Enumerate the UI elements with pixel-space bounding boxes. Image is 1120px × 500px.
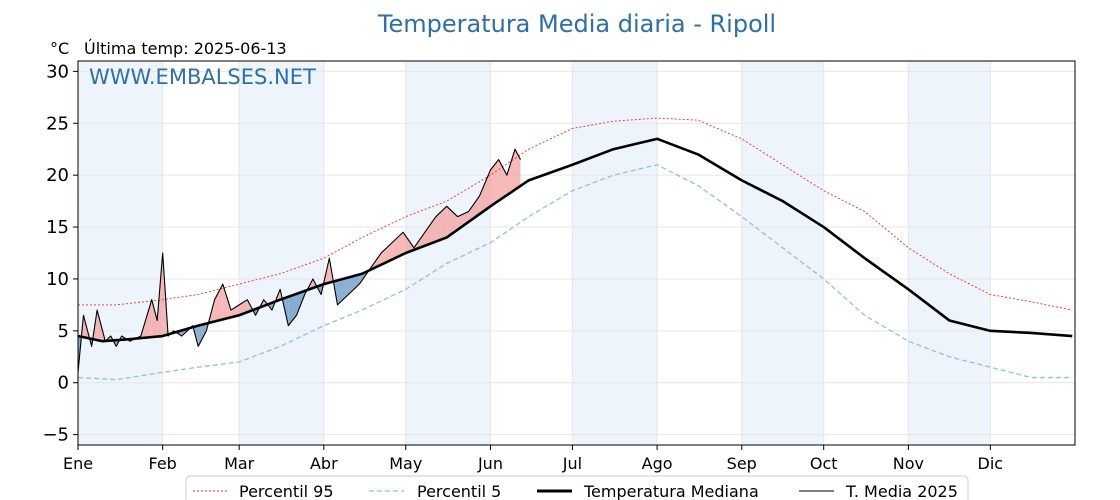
warm-anomaly-fill [435, 206, 447, 242]
unit-label: °C [50, 39, 69, 58]
x-tick-label: Sep [727, 454, 757, 473]
x-tick-label: Nov [893, 454, 924, 473]
cold-anomaly-fill [348, 274, 360, 295]
x-axis: Ene Feb Mar Abr May Jun Jul Ago Sep Oct Nov Dic [63, 445, 1003, 473]
x-tick-label: Feb [149, 454, 177, 473]
cold-anomaly-fill [337, 277, 349, 305]
median-line [77, 137, 1073, 343]
legend: Percentil 95 Percentil 5 Temperatura Med… [185, 475, 969, 500]
percentil-5-line [77, 164, 1073, 381]
warm-anomaly-fill [381, 242, 393, 265]
legend-box [185, 475, 969, 500]
y-tick-label: 15 [46, 217, 69, 238]
x-tick-label: Mar [224, 454, 255, 473]
legend-label-p5: Percentil 5 [417, 482, 501, 500]
month-band [572, 61, 658, 445]
month-bands [78, 61, 991, 445]
x-tick-label: Dic [978, 454, 1004, 473]
plot-frame [77, 60, 1076, 446]
warm-anomaly-fill [515, 149, 521, 190]
warm-anomaly-fill [479, 169, 491, 215]
x-tick-label: Jun [477, 454, 503, 473]
warm-anomaly-fill [424, 216, 436, 246]
y-axis: −5 0 5 10 15 20 25 30 [42, 61, 78, 446]
warm-anomaly-fill [222, 284, 231, 320]
x-tick-label: Jul [562, 454, 582, 473]
legend-label-median: Temperatura Mediana [583, 482, 759, 500]
x-tick-label: Ago [642, 454, 673, 473]
x-tick-label: Oct [810, 454, 838, 473]
y-tick-label: 20 [46, 165, 69, 186]
warm-anomaly-fill [151, 299, 158, 338]
month-band [239, 61, 324, 445]
y-tick-label: −5 [42, 425, 69, 446]
warm-anomaly-fill [506, 149, 516, 196]
warm-anomaly-fill [392, 232, 404, 260]
series-lines [77, 117, 1073, 381]
warm-anomaly-fill [498, 159, 507, 201]
y-tick-label: 30 [46, 61, 69, 82]
y-tick-label: 5 [58, 321, 69, 342]
cold-anomaly-fill [198, 323, 207, 347]
month-band [741, 61, 824, 445]
month-band [78, 61, 163, 445]
x-tick-label: Ene [63, 454, 93, 473]
warm-anomaly-fill [214, 284, 223, 322]
media-2025-line [77, 148, 521, 373]
x-tick-label: May [389, 454, 422, 473]
percentil-95-line [78, 117, 1073, 311]
legend-label-p95: Percentil 95 [239, 482, 334, 500]
warm-anomaly-fill [490, 159, 499, 207]
y-tick-label: 10 [46, 269, 69, 290]
warm-anomaly-fill [230, 304, 240, 318]
last-temp-label: Última temp: 2025-06-13 [84, 39, 287, 58]
watermark: WWW.EMBALSES.NET [89, 65, 316, 89]
legend-label-2025: T. Media 2025 [845, 482, 958, 500]
y-tick-label: 0 [58, 373, 69, 394]
warm-anomaly-fill [403, 232, 414, 255]
chart-title: Temperatura Media diaria - Ripoll [377, 10, 776, 38]
x-tick-label: Abr [310, 454, 338, 473]
y-tick-label: 25 [46, 113, 69, 134]
month-band [405, 61, 491, 445]
month-band [908, 61, 991, 445]
warm-anomaly-fill [457, 211, 469, 230]
